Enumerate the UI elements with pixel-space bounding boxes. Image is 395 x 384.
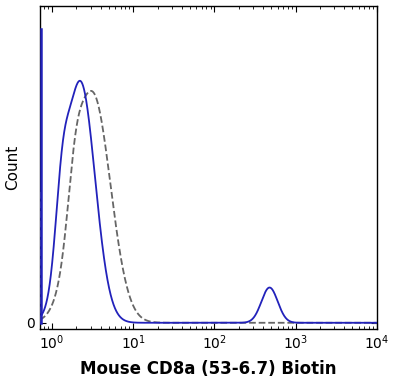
X-axis label: Mouse CD8a (53-6.7) Biotin: Mouse CD8a (53-6.7) Biotin xyxy=(80,361,337,379)
Y-axis label: Count: Count xyxy=(6,144,21,190)
